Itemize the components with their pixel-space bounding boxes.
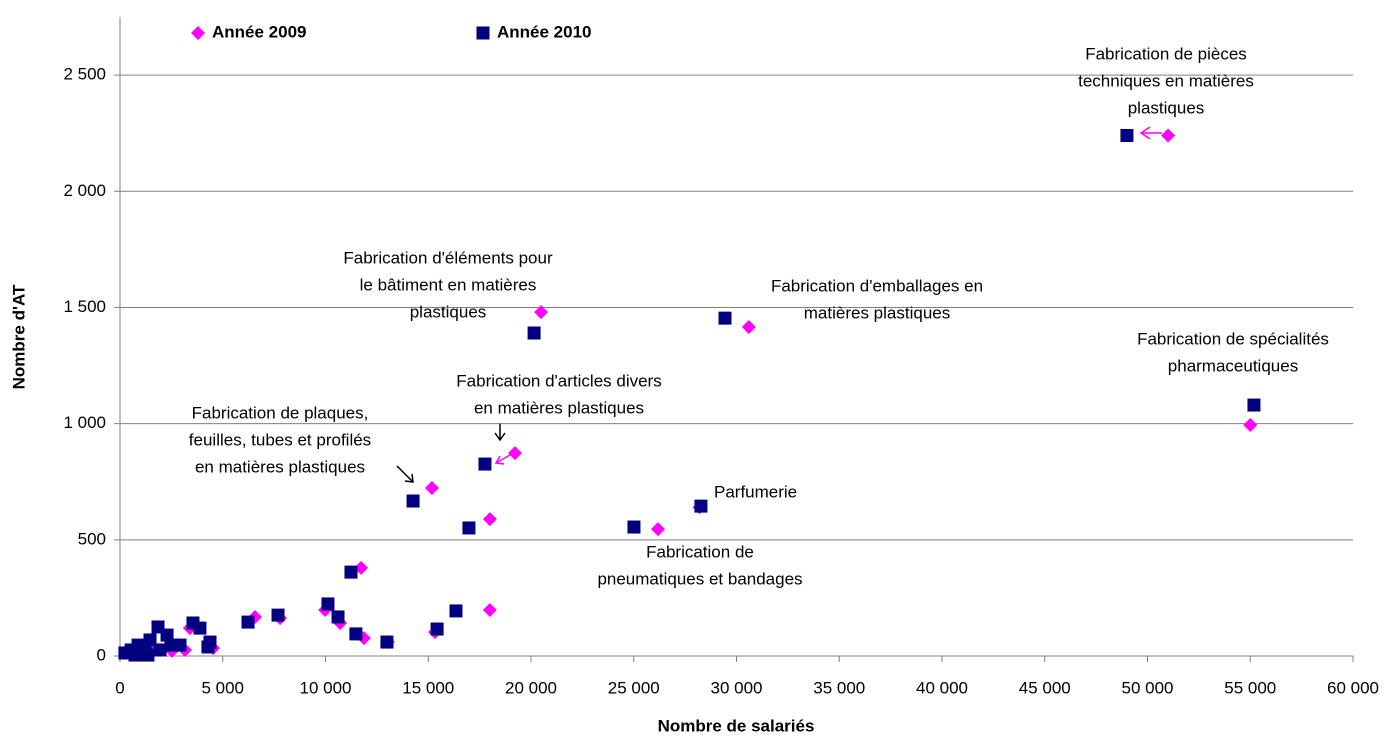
x-axis-title: Nombre de salariés <box>658 716 815 735</box>
point <box>482 512 497 527</box>
point <box>507 446 522 461</box>
point <box>118 646 132 660</box>
point <box>534 305 549 320</box>
x-tick-label: 45 000 <box>1019 678 1071 697</box>
x-tick-label: 50 000 <box>1122 678 1174 697</box>
x-tick-label: 0 <box>115 678 124 697</box>
point <box>201 640 215 654</box>
annotation: techniques en matières <box>1078 71 1254 90</box>
x-tick-label: 40 000 <box>916 678 968 697</box>
x-tick-label: 35 000 <box>813 678 865 697</box>
y-tick-label: 2 500 <box>63 65 106 84</box>
y-tick-label: 2 000 <box>63 181 106 200</box>
annotation: Parfumerie <box>714 482 797 501</box>
x-tick-label: 20 000 <box>505 678 557 697</box>
point <box>718 311 732 325</box>
x-tick-label: 5 000 <box>201 678 244 697</box>
point <box>741 319 756 334</box>
arrow <box>494 454 511 465</box>
point <box>430 622 444 636</box>
point <box>141 648 155 662</box>
point <box>482 602 497 617</box>
point <box>462 521 476 535</box>
point <box>344 565 358 579</box>
annotation: plastiques <box>1128 98 1205 117</box>
point <box>153 643 167 657</box>
y-tick-label: 1 000 <box>63 413 106 432</box>
point <box>406 494 420 508</box>
x-tick-label: 10 000 <box>300 678 352 697</box>
point <box>164 638 178 652</box>
legend-label: Année 2010 <box>497 22 592 41</box>
point <box>650 522 665 537</box>
annotation: Fabrication d'éléments pour <box>343 248 553 267</box>
y-tick-label: 1 500 <box>63 297 106 316</box>
point <box>527 326 541 340</box>
annotation: en matières plastiques <box>474 398 644 417</box>
point <box>1243 418 1258 433</box>
annotation: Fabrication de spécialités <box>1137 329 1329 348</box>
point <box>627 520 641 534</box>
arrows <box>396 126 1162 483</box>
legend-label: Année 2009 <box>212 22 307 41</box>
annotation: en matières plastiques <box>195 457 365 476</box>
y-tick-label: 0 <box>97 645 106 664</box>
point <box>143 633 157 647</box>
point <box>478 457 492 471</box>
point <box>1161 128 1176 143</box>
x-tick-label: 60 000 <box>1327 678 1379 697</box>
y-axis-title: Nombre d'AT <box>9 284 28 389</box>
annotation: feuilles, tubes et profilés <box>189 430 371 449</box>
point <box>321 597 335 611</box>
point <box>241 615 255 629</box>
arrow <box>1139 126 1162 140</box>
x-tick-label: 15 000 <box>402 678 454 697</box>
annotation: le bâtiment en matières <box>360 275 537 294</box>
x-tick-label: 25 000 <box>608 678 660 697</box>
annotation: matières plastiques <box>804 303 950 322</box>
point <box>380 635 394 649</box>
point <box>476 26 490 40</box>
annotation: Fabrication de <box>646 542 754 561</box>
point <box>694 499 708 513</box>
point <box>349 627 363 641</box>
point <box>1120 129 1134 143</box>
point <box>160 628 174 642</box>
y-tick-label: 500 <box>78 529 106 548</box>
point <box>193 621 207 635</box>
point <box>424 481 439 496</box>
point <box>128 648 142 662</box>
arrow <box>396 465 414 483</box>
point <box>271 608 285 622</box>
x-tick-label: 55 000 <box>1224 678 1276 697</box>
annotation: Fabrication d'emballages en <box>771 276 983 295</box>
annotation: Fabrication de plaques, <box>192 403 369 422</box>
point <box>331 610 345 624</box>
annotation: plastiques <box>410 302 487 321</box>
point <box>449 604 463 618</box>
point <box>191 26 205 40</box>
annotation: pneumatiques et bandages <box>597 569 802 588</box>
point <box>354 560 369 575</box>
arrow <box>494 423 506 442</box>
annotation: Fabrication d'articles divers <box>456 371 661 390</box>
annotation: Fabrication de pièces <box>1085 44 1247 63</box>
annotation: pharmaceutiques <box>1168 356 1298 375</box>
point <box>1247 398 1261 412</box>
x-tick-label: 30 000 <box>711 678 763 697</box>
